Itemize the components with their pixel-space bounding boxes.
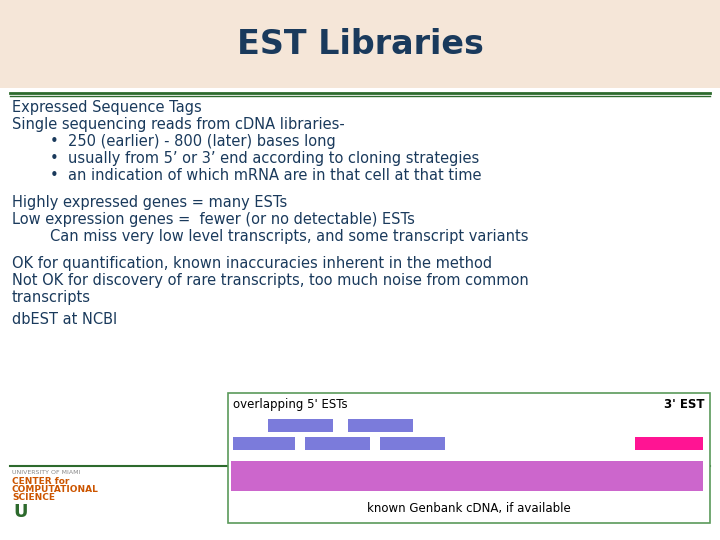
Bar: [231, 461, 703, 491]
Bar: [228, 393, 710, 523]
Text: UNIVERSITY OF MIAMI: UNIVERSITY OF MIAMI: [12, 470, 81, 475]
Text: COMPUTATIONAL: COMPUTATIONAL: [12, 485, 99, 494]
Bar: [305, 437, 370, 450]
Text: known Genbank cDNA, if available: known Genbank cDNA, if available: [367, 502, 571, 515]
Bar: [380, 437, 445, 450]
Text: OK for quantification, known inaccuracies inherent in the method: OK for quantification, known inaccuracie…: [12, 256, 492, 271]
Text: Can miss very low level transcripts, and some transcript variants: Can miss very low level transcripts, and…: [50, 229, 528, 244]
Text: Low expression genes =  fewer (or no detectable) ESTs: Low expression genes = fewer (or no dete…: [12, 212, 415, 227]
Text: Single sequencing reads from cDNA libraries-: Single sequencing reads from cDNA librar…: [12, 117, 345, 132]
Text: SCIENCE: SCIENCE: [12, 493, 55, 502]
Text: •  usually from 5’ or 3’ end according to cloning strategies: • usually from 5’ or 3’ end according to…: [50, 151, 480, 166]
Text: dbEST at NCBI: dbEST at NCBI: [12, 312, 117, 327]
Text: Highly expressed genes = many ESTs: Highly expressed genes = many ESTs: [12, 195, 287, 210]
Bar: [233, 437, 295, 450]
Text: •  an indication of which mRNA are in that cell at that time: • an indication of which mRNA are in tha…: [50, 168, 482, 183]
Bar: [635, 437, 703, 450]
Text: Expressed Sequence Tags: Expressed Sequence Tags: [12, 100, 202, 115]
Text: U: U: [13, 503, 27, 521]
Text: 3' EST: 3' EST: [665, 398, 705, 411]
Bar: [348, 419, 413, 432]
Bar: [0, 0, 720, 88]
Text: overlapping 5' ESTs: overlapping 5' ESTs: [233, 398, 348, 411]
Text: Not OK for discovery of rare transcripts, too much noise from common: Not OK for discovery of rare transcripts…: [12, 273, 528, 288]
Text: •  250 (earlier) - 800 (later) bases long: • 250 (earlier) - 800 (later) bases long: [50, 134, 336, 149]
Text: CENTER for: CENTER for: [12, 477, 69, 486]
Text: transcripts: transcripts: [12, 290, 91, 305]
Bar: [268, 419, 333, 432]
Text: EST Libraries: EST Libraries: [237, 28, 483, 60]
